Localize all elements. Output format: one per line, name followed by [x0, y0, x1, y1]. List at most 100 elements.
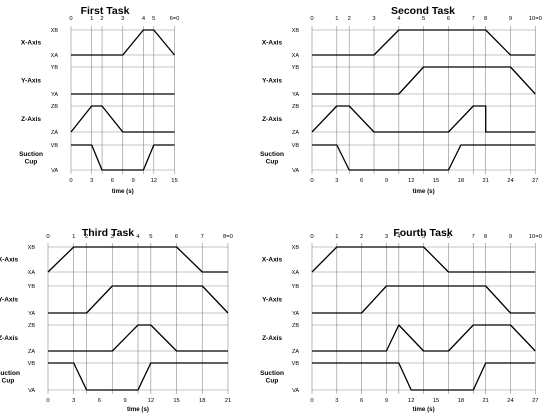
step-label: 2: [360, 234, 363, 240]
level-label: XB: [51, 28, 59, 34]
diagram-title: Second Task: [391, 5, 455, 17]
level-label: ZA: [28, 349, 35, 355]
x-axis-label: time (s): [413, 406, 435, 413]
level-label: YB: [292, 284, 300, 290]
level-label: ZB: [28, 323, 35, 329]
step-label: 0: [310, 16, 313, 22]
signal-trace: [312, 362, 536, 391]
level-label: VB: [51, 143, 59, 149]
time-tick-label: 27: [532, 398, 538, 404]
time-tick-label: 21: [482, 398, 488, 404]
level-label: YA: [292, 92, 299, 98]
time-tick-label: 3: [335, 178, 338, 184]
level-label: VA: [292, 388, 299, 394]
level-label: YB: [28, 284, 36, 290]
signal-trace: [47, 246, 228, 273]
step-label: 5: [422, 16, 425, 22]
time-tick-label: 0: [310, 398, 313, 404]
step-label: 8: [484, 234, 487, 240]
step-label: 6: [447, 234, 450, 240]
time-tick-label: 18: [458, 398, 464, 404]
step-label: 2: [85, 234, 88, 240]
axis-name: Z-Axis: [0, 335, 18, 342]
level-label: VB: [28, 361, 36, 367]
step-label: 8: [484, 16, 487, 22]
axis-name: Cup: [266, 159, 279, 166]
time-tick-label: 18: [458, 178, 464, 184]
time-tick-label: 6: [111, 178, 114, 184]
step-label: 3: [385, 234, 388, 240]
level-label: ZA: [51, 130, 58, 136]
level-label: YA: [28, 311, 35, 317]
step-label: 7: [472, 16, 475, 22]
level-label: XB: [292, 245, 300, 251]
axis-name: Y-Axis: [0, 297, 18, 304]
step-label: 4: [397, 234, 401, 240]
step-label: 2: [100, 16, 103, 22]
level-label: XB: [28, 245, 36, 251]
step-label: 4: [142, 16, 146, 22]
time-tick-label: 21: [225, 398, 231, 404]
axis-name: Y-Axis: [262, 297, 282, 304]
step-label: 7: [201, 234, 204, 240]
time-tick-label: 21: [482, 178, 488, 184]
step-label: 1: [335, 16, 338, 22]
axis-name: Y-Axis: [21, 78, 41, 85]
level-label: VA: [28, 388, 35, 394]
time-tick-label: 6: [360, 398, 363, 404]
axis-name: Z-Axis: [262, 335, 282, 342]
signal-trace: [48, 362, 228, 391]
time-tick-label: 9: [385, 398, 388, 404]
axis-name: Suction: [260, 370, 284, 377]
level-label: YB: [51, 65, 59, 71]
step-label: 3: [121, 16, 124, 22]
time-tick-label: 15: [433, 178, 439, 184]
level-label: VA: [292, 168, 299, 174]
time-tick-label: 24: [507, 178, 514, 184]
step-label: 3: [372, 16, 375, 22]
signal-trace: [312, 285, 536, 314]
time-tick-label: 15: [171, 178, 177, 184]
diagram-title: First Task: [81, 5, 130, 17]
axis-name: X-Axis: [262, 40, 283, 47]
signal-trace: [312, 29, 536, 56]
x-axis-label: time (s): [413, 188, 435, 195]
level-label: YB: [292, 65, 300, 71]
time-tick-label: 6: [360, 178, 363, 184]
step-label: 6: [447, 16, 450, 22]
level-label: XA: [28, 270, 36, 276]
axis-name: X-Axis: [0, 257, 18, 264]
level-label: ZB: [292, 323, 299, 329]
time-tick-label: 15: [173, 398, 179, 404]
time-tick-label: 3: [72, 398, 75, 404]
level-label: ZB: [292, 104, 299, 110]
signal-trace: [48, 285, 229, 314]
step-label: 1: [90, 16, 93, 22]
time-tick-label: 9: [131, 178, 134, 184]
step-label: 7: [472, 234, 475, 240]
time-tick-label: 3: [335, 398, 338, 404]
step-label: 10=0: [529, 16, 542, 22]
level-label: XA: [51, 53, 59, 59]
time-tick-label: 9: [124, 398, 127, 404]
time-tick-label: 12: [408, 398, 414, 404]
time-tick-label: 9: [385, 178, 388, 184]
axis-name: X-Axis: [21, 40, 42, 47]
step-label: 1: [72, 234, 75, 240]
step-label: 5: [422, 234, 425, 240]
signal-trace: [70, 105, 175, 133]
step-label: 6: [175, 234, 178, 240]
time-tick-label: 12: [408, 178, 414, 184]
level-label: YA: [292, 311, 299, 317]
signal-trace: [71, 29, 176, 56]
time-tick-label: 27: [532, 178, 538, 184]
x-axis-label: time (s): [112, 188, 134, 195]
diagram-title: Fourth Task: [393, 227, 452, 239]
signal-trace: [311, 105, 536, 133]
axis-name: Suction: [260, 151, 284, 158]
step-label: 0: [46, 234, 49, 240]
